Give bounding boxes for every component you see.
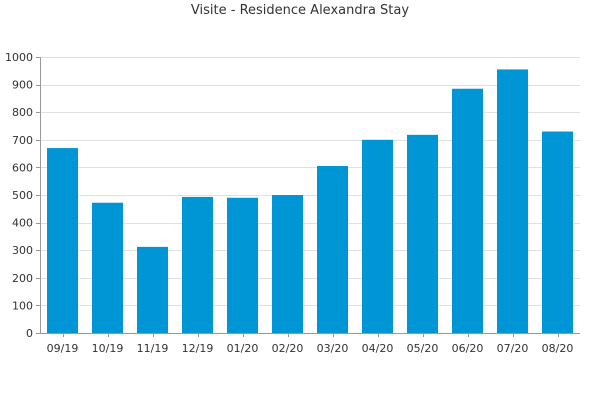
y-tick-label: 100 xyxy=(12,299,33,312)
y-tick-label: 200 xyxy=(12,272,33,285)
grid-layer xyxy=(40,57,580,306)
x-tick-label: 09/19 xyxy=(47,342,79,355)
x-tick-label: 04/20 xyxy=(362,342,394,355)
x-tick-label: 11/19 xyxy=(137,342,169,355)
bar-12-19 xyxy=(182,196,213,333)
label-layer: 0 100 200 300 400 500 600 700 800 900 1000 09/19 10/… xyxy=(5,51,573,355)
x-tick-label: 03/20 xyxy=(317,342,349,355)
x-tick-label: 08/20 xyxy=(542,342,574,355)
chart-title: Visite - Residence Alexandra Stay xyxy=(190,3,410,18)
bar-08-20 xyxy=(542,131,573,333)
bar-09-19 xyxy=(47,148,78,333)
bar-05-20 xyxy=(407,134,438,333)
bar-02-20 xyxy=(272,195,303,333)
bar-11-19 xyxy=(137,246,168,333)
y-tick-label: 1000 xyxy=(5,51,33,64)
bar-10-19 xyxy=(92,202,123,333)
bar-03-20 xyxy=(317,166,348,333)
bar-04-20 xyxy=(362,139,393,333)
y-tick-label: 500 xyxy=(12,189,33,202)
y-tick-label: 800 xyxy=(12,106,33,119)
x-tick-label: 07/20 xyxy=(497,342,529,355)
x-tick-label: 06/20 xyxy=(452,342,484,355)
y-tick-label: 700 xyxy=(12,134,33,147)
y-tick-label: 300 xyxy=(12,244,33,257)
y-tick-label: 600 xyxy=(12,161,33,174)
bar-01-20 xyxy=(227,197,258,333)
x-tick-label: 01/20 xyxy=(227,342,259,355)
bar-layer xyxy=(47,69,573,334)
y-tick-label: 400 xyxy=(12,217,33,230)
x-tick-label: 12/19 xyxy=(182,342,214,355)
bar-06-20 xyxy=(452,88,483,334)
x-tick-label: 02/20 xyxy=(272,342,304,355)
axis-layer xyxy=(36,57,580,337)
x-tick-label: 05/20 xyxy=(407,342,439,355)
bar-07-20 xyxy=(497,69,528,334)
x-tick-label: 10/19 xyxy=(92,342,124,355)
y-tick-label: 0 xyxy=(26,327,33,340)
y-tick-label: 900 xyxy=(12,79,33,92)
